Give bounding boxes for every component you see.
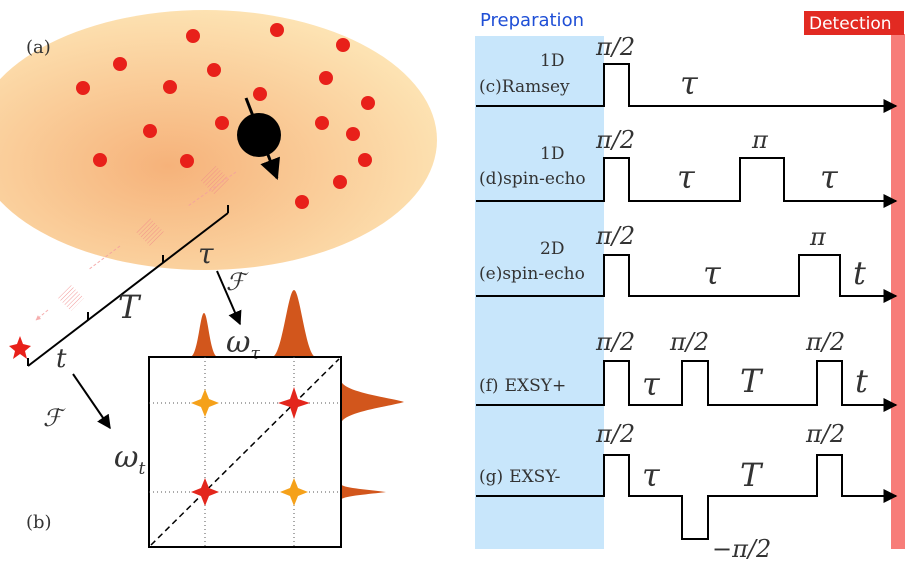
svg-text:π/2: π/2 (595, 126, 635, 154)
spin-bath (0, 10, 437, 270)
svg-text:(e)spin-echo: (e)spin-echo (479, 264, 585, 284)
svg-text:τ: τ (680, 64, 699, 102)
spectrum-diagonal (150, 358, 340, 546)
preparation-band (475, 36, 604, 549)
fourier-symbol-t: ℱ (43, 404, 66, 432)
diagonal-peak-top (278, 387, 310, 419)
svg-text:τ: τ (642, 365, 661, 403)
svg-text:τ: τ (703, 254, 722, 292)
spectrum-2d (148, 290, 404, 548)
svg-text:T: T (740, 456, 764, 494)
cross-peak-top (191, 389, 219, 417)
sequence-e-2d-spin-echo: 2D (e)spin-echo π/2 π τ t (476, 222, 898, 303)
sequence-g-exsy-minus: (g) EXSY- π/2 −π/2 π/2 τ T (476, 420, 898, 561)
time-axis (27, 205, 229, 367)
svg-text:1D: 1D (540, 51, 564, 71)
svg-text:1D: 1D (540, 144, 564, 164)
svg-text:t: t (853, 254, 866, 292)
svg-text:2D: 2D (540, 239, 564, 259)
svg-text:(d)spin-echo: (d)spin-echo (479, 169, 586, 189)
svg-text:τ: τ (820, 158, 839, 196)
sequence-d-spin-echo: 1D (d)spin-echo π/2 π τ τ (476, 126, 898, 208)
projection-peak-top-small (190, 313, 218, 357)
fourier-arrow-tau (216, 270, 242, 326)
svg-text:π/2: π/2 (595, 222, 635, 250)
svg-text:(f)EXSY+: (f) EXSY+ (479, 376, 566, 396)
cross-peak-bottom (280, 478, 308, 506)
svg-text:π/2: π/2 (595, 328, 635, 356)
detection-label-bg (804, 11, 904, 35)
svg-text:π/2: π/2 (669, 328, 709, 356)
svg-text:(g)EXSY-: (g) EXSY- (479, 467, 560, 487)
svg-text:(c)Ramsey: (c)Ramsey (479, 77, 570, 97)
detection-bar (891, 34, 905, 549)
bath-spins (76, 23, 375, 209)
svg-text:π: π (809, 223, 827, 251)
sequence-f-exsy-plus: (f) EXSY+ π/2 π/2 π/2 τ T t (476, 328, 898, 412)
svg-text:τ: τ (677, 158, 696, 196)
omega-t-label: ωt (114, 440, 145, 479)
svg-text:t: t (855, 362, 868, 400)
svg-text:π/2: π/2 (595, 33, 635, 61)
fourier-arrow-t (72, 373, 111, 430)
axis-label-T: T (118, 288, 142, 326)
svg-text:π/2: π/2 (805, 328, 845, 356)
panel-label-a: (a) (26, 37, 51, 58)
sequence-c-ramsey: 1D (c)Ramsey π/2 τ (476, 33, 898, 113)
axis-label-t: t (56, 344, 67, 374)
svg-text:π: π (751, 126, 769, 154)
projection-peak-top-large (272, 290, 316, 357)
panel-label-b: (b) (26, 512, 52, 533)
pulse-sketches (35, 165, 237, 321)
red-star-icon (9, 336, 31, 359)
omega-tau-label: ωτ (226, 325, 260, 364)
svg-text:T: T (740, 362, 764, 400)
detection-label: Detection (809, 14, 892, 34)
spectrum-frame (148, 356, 342, 548)
svg-text:τ: τ (642, 456, 661, 494)
central-spin (237, 97, 281, 180)
svg-text:π/2: π/2 (595, 420, 635, 448)
svg-text:−π/2: −π/2 (712, 535, 771, 561)
svg-text:π/2: π/2 (805, 420, 845, 448)
projection-peak-right-large (341, 380, 404, 424)
projection-peak-right-small (341, 484, 386, 500)
axis-label-tau: τ (198, 237, 214, 270)
diagonal-peak-bottom (191, 478, 219, 506)
fourier-symbol-tau: ℱ (226, 268, 249, 296)
preparation-label: Preparation (480, 10, 584, 31)
